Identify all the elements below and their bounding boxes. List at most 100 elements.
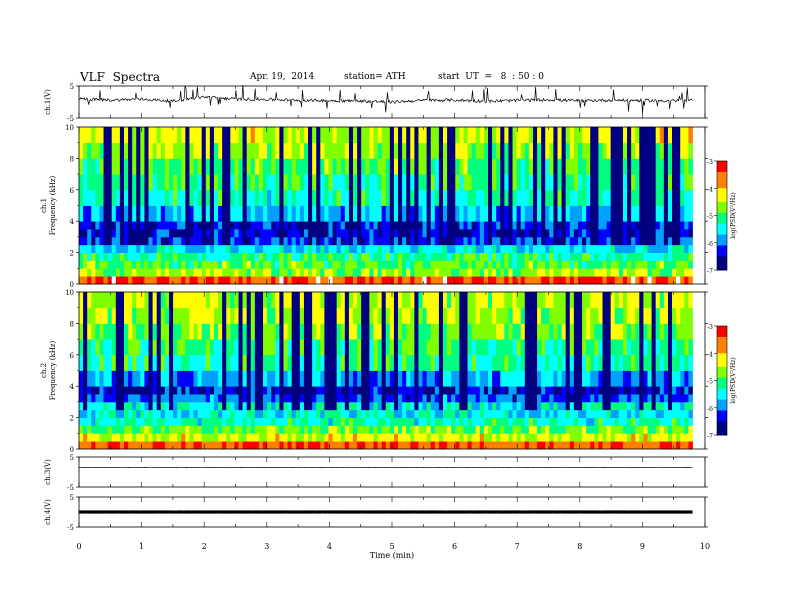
spectrogram-cell [393,339,399,356]
colorbar-segment [717,256,727,260]
spectrogram-cell [373,174,378,191]
spectrogram-cell [83,409,88,418]
spectrogram-cell [492,307,497,324]
spectrogram-cell [209,276,215,285]
spectrogram-cell [119,221,125,230]
spectrogram-cell [524,417,530,426]
spectrogram-cell [308,394,313,403]
spectrogram-cell [209,268,215,277]
spectrogram-cell [136,158,141,175]
spectrogram-cell [377,401,383,411]
spectrogram-cell [152,339,158,356]
spectrogram-cell [107,252,113,261]
spectrogram-cell [610,417,616,426]
spectrogram-cell [496,158,501,175]
spectrogram-cell [348,292,354,309]
spectrogram-cell [463,268,468,277]
spectrogram-cell [320,260,325,269]
spectrogram-cell [631,276,636,285]
spectrogram-cell [508,425,513,434]
spectrogram-cell [234,236,239,246]
spectrogram-cell [455,174,460,191]
spectrogram-cell [152,386,158,395]
spectrogram-cell [504,417,509,426]
colorbar-tick-label: -7 [707,433,713,440]
spectrogram-cell [459,189,464,206]
spectrogram-cell [201,260,207,269]
spectrogram-cell [487,370,493,387]
spectrogram-cell [250,229,256,238]
spectrogram-cell [582,142,587,159]
spectrogram-cell [308,401,313,411]
spectrogram-cell [295,127,301,144]
spectrogram-cell [263,441,268,450]
spectrogram-cell [115,205,121,222]
spectrogram-cell [312,236,317,246]
spectrogram-cell [361,205,366,222]
spectrogram-cell [508,205,513,222]
spectrogram-cell [140,323,145,340]
spectrogram-cell [598,323,603,340]
spectrogram-cell [205,401,211,411]
spectrogram-cell [140,386,145,395]
spectrogram-cell [328,307,333,324]
spectrogram-cell [639,417,644,426]
spectrogram-cell [598,425,603,434]
spectrogram-cell [565,394,571,403]
spectrogram-cell [463,229,468,238]
spectrogram-cell [377,323,383,340]
spectrogram-cell [426,292,432,309]
spectrogram-cell [688,127,693,144]
spectrogram-cell [144,236,149,246]
spectrogram-cell [451,441,456,450]
spectrogram-cell [381,127,387,144]
spectrogram-cell [271,323,276,340]
spectrogram-cell [99,229,104,238]
spectrogram-cell [586,221,591,230]
spectrogram-cell [667,339,673,356]
spectrogram-cell [87,394,92,403]
spectrogram-cell [136,252,141,261]
spectrogram-cell [590,205,595,222]
spectrogram-cell [614,339,620,356]
spectrogram-cell [447,221,452,230]
spectrogram-cell [557,354,562,371]
spectrogram-cell [463,174,468,191]
spectrogram-cell [422,236,428,246]
spectrogram-cell [222,268,227,277]
spectrogram-cell [365,307,370,324]
spectrogram-cell [373,323,378,340]
spectrogram-cell [160,425,166,434]
spectrogram-cell [516,354,522,371]
spectrogram-cell [275,127,280,144]
spectrogram-cell [557,276,562,285]
spectrogram-cell [434,386,440,395]
spectrogram-cell [230,142,235,159]
spectrogram-cell [234,307,239,324]
spectrogram-cell [79,127,84,144]
spectrogram-cell [618,189,624,206]
spectrogram-cell [332,276,338,285]
spectrogram-cell [99,425,104,434]
spectrogram-cell [483,441,489,450]
spectrogram-cell [426,276,432,285]
spectrogram-cell [443,260,448,269]
spectrogram-cell [152,268,158,277]
spectrogram-cell [344,127,350,144]
spectrogram-cell [635,370,640,387]
colorbar-segment [717,264,727,268]
spectrogram-cell [205,260,211,269]
spectrogram-cell [590,158,595,175]
spectrogram-cell [524,433,530,442]
spectrogram-cell [373,394,378,403]
spectrogram-cell [324,158,329,175]
spectrogram-cell [279,127,284,144]
spectrogram-cell [128,409,133,418]
spectrogram-cell [643,268,648,277]
spectrogram-cell [361,127,366,144]
spectrogram-cell [512,354,518,371]
spectrogram-cell [144,158,149,175]
spectrogram-cell [610,323,616,340]
spectrogram-cell [263,425,268,434]
spectrogram-cell [140,174,145,191]
